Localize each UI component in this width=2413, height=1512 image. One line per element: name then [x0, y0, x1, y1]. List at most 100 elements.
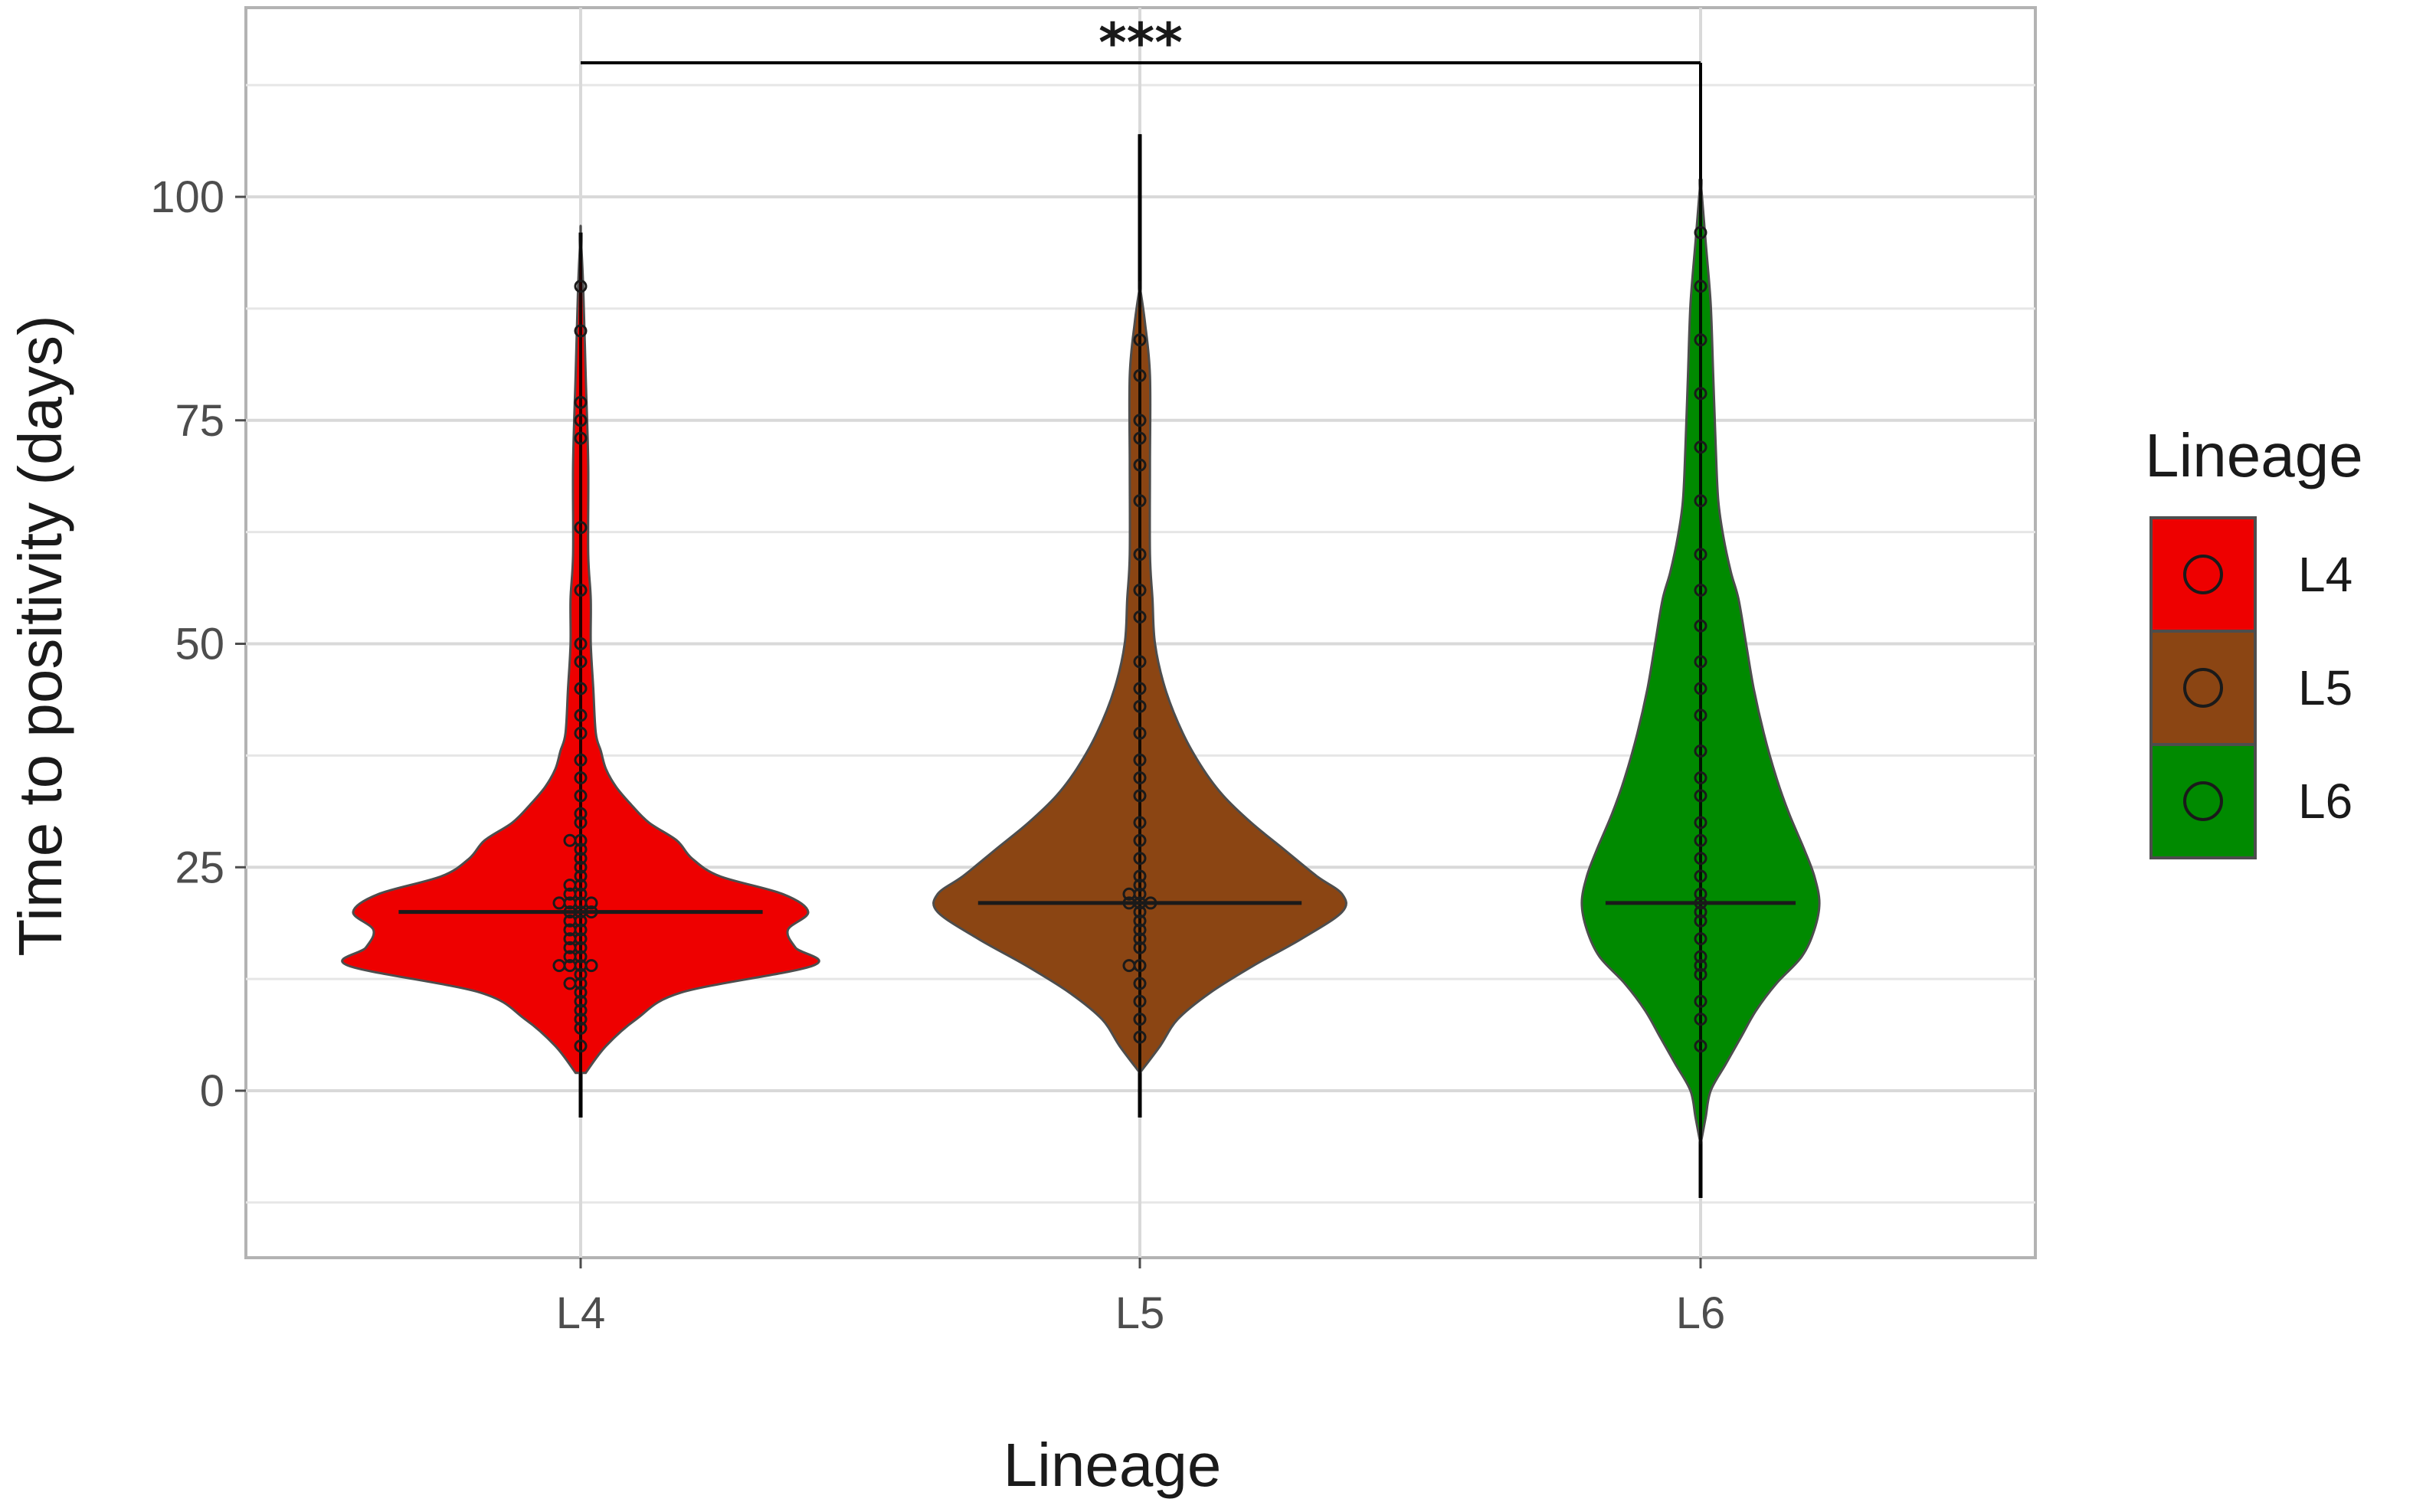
- data-point: [574, 1021, 588, 1035]
- data-point: [1122, 959, 1136, 973]
- data-point: [1694, 816, 1707, 830]
- data-point: [1694, 583, 1707, 597]
- data-point: [574, 655, 588, 669]
- legend-key-l5: L5: [2149, 630, 2352, 746]
- data-point: [574, 994, 588, 1008]
- data-point: [574, 521, 588, 535]
- data-point: [1133, 833, 1147, 847]
- data-point: [574, 726, 588, 740]
- data-point: [1694, 833, 1707, 847]
- data-point: [574, 280, 588, 293]
- legend-label: L5: [2298, 660, 2352, 715]
- data-point: [1133, 682, 1147, 695]
- data-point: [1133, 368, 1147, 382]
- data-point: [574, 1013, 588, 1026]
- x-axis-title: Lineage: [1004, 1431, 1222, 1499]
- data-point: [1133, 458, 1147, 472]
- data-point: [563, 833, 577, 847]
- legend-label: L4: [2298, 547, 2352, 602]
- data-point: [1133, 869, 1147, 883]
- y-tick-label: 75: [175, 396, 224, 446]
- x-tick-label: L6: [1676, 1288, 1726, 1338]
- data-point: [1694, 967, 1707, 981]
- y-tick-label: 0: [200, 1066, 224, 1116]
- data-point: [1694, 1013, 1707, 1026]
- legend-point-icon: [2183, 781, 2223, 821]
- data-point: [1133, 789, 1147, 803]
- data-point: [1133, 494, 1147, 508]
- data-point: [1133, 726, 1147, 740]
- data-point: [1133, 932, 1147, 946]
- data-point: [563, 914, 577, 928]
- significance-label: ***: [1098, 11, 1183, 74]
- y-tick-label: 50: [175, 620, 224, 669]
- legend-point-icon: [2183, 555, 2223, 594]
- significance-bracket: ***: [581, 11, 1702, 179]
- data-point: [574, 1039, 588, 1053]
- data-point: [1133, 923, 1147, 937]
- legend-key-l6: L6: [2149, 743, 2352, 859]
- data-point: [1694, 280, 1707, 293]
- data-point: [1133, 941, 1147, 954]
- legend-point-icon: [2183, 668, 2223, 708]
- data-point: [1694, 959, 1707, 973]
- legend-swatch: [2149, 743, 2257, 859]
- data-point: [1133, 583, 1147, 597]
- data-point: [574, 395, 588, 409]
- data-point: [1694, 771, 1707, 785]
- data-point: [1133, 771, 1147, 785]
- dot-points: [552, 280, 598, 1053]
- y-tick-label: 25: [175, 843, 224, 892]
- data-point: [563, 950, 577, 964]
- data-point: [1694, 333, 1707, 347]
- violins: [341, 134, 1821, 1199]
- data-point: [1694, 950, 1707, 964]
- data-point: [1694, 914, 1707, 928]
- violin-l5: [932, 134, 1347, 1118]
- data-point: [574, 583, 588, 597]
- data-point: [1694, 226, 1707, 240]
- violin-l6: [1580, 169, 1821, 1199]
- data-point: [1133, 655, 1147, 669]
- data-point: [1694, 619, 1707, 633]
- data-point: [1694, 887, 1707, 901]
- data-point: [1133, 914, 1147, 928]
- data-point: [1694, 682, 1707, 695]
- data-point: [1694, 905, 1707, 919]
- data-point: [1133, 431, 1147, 445]
- data-point: [574, 986, 588, 1000]
- data-point: [574, 1003, 588, 1017]
- data-point: [1133, 852, 1147, 866]
- data-point: [1133, 414, 1147, 427]
- data-point: [563, 879, 577, 892]
- y-axis-title: Time to positivity (days): [6, 315, 74, 956]
- data-point: [1133, 1030, 1147, 1044]
- legend-title: Lineage: [2145, 421, 2363, 489]
- data-point: [1694, 789, 1707, 803]
- violin-l4: [341, 224, 820, 1118]
- legend-label: L6: [2298, 774, 2352, 829]
- data-point: [574, 869, 588, 883]
- data-point: [1694, 994, 1707, 1008]
- data-point: [584, 959, 598, 973]
- data-point: [552, 896, 566, 910]
- y-axis-ticks: 0 25 50 75 100: [150, 172, 246, 1116]
- data-point: [1133, 333, 1147, 347]
- data-point: [563, 923, 577, 937]
- data-point: [574, 807, 588, 820]
- data-point: [1694, 852, 1707, 866]
- data-point: [1133, 905, 1147, 919]
- data-point: [1694, 709, 1707, 722]
- data-point: [1133, 753, 1147, 767]
- legend-swatch: [2149, 630, 2257, 746]
- data-point: [1133, 994, 1147, 1008]
- data-point: [563, 977, 577, 990]
- data-point: [574, 771, 588, 785]
- data-point: [574, 967, 588, 981]
- data-point: [563, 932, 577, 946]
- data-point: [1133, 816, 1147, 830]
- data-point: [574, 852, 588, 866]
- data-point: [574, 431, 588, 445]
- data-point: [1133, 699, 1147, 713]
